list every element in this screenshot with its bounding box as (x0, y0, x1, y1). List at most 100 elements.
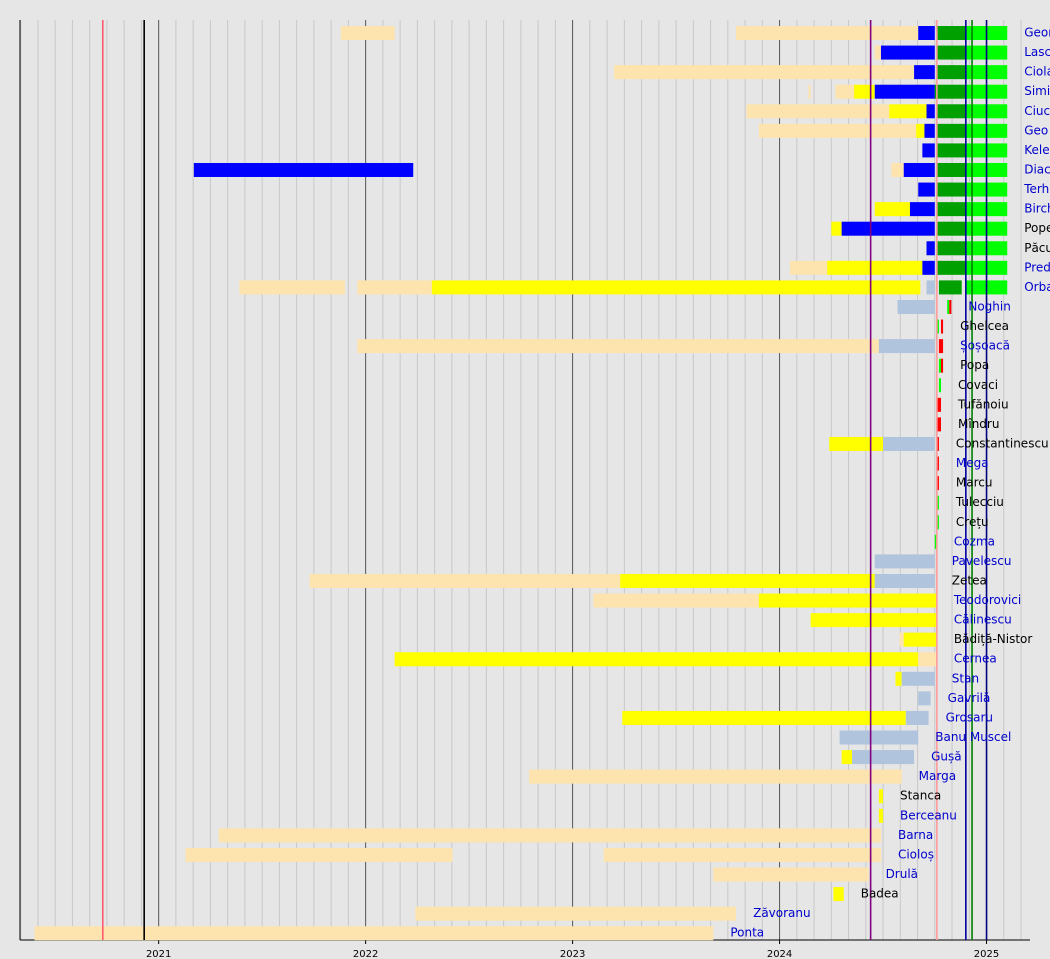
segment (916, 123, 925, 138)
candidate-name: Cozma (954, 534, 995, 548)
candidate-name: Păcu (1024, 241, 1050, 255)
segment (934, 84, 966, 99)
segment (593, 593, 759, 608)
candidate-name: Geor (1024, 26, 1050, 40)
segment (936, 65, 966, 80)
candidate-name: Crețu (956, 515, 989, 529)
candidate-name: Cioloș (898, 847, 934, 861)
segment (936, 515, 939, 530)
segment (827, 260, 923, 275)
candidate-name: Mega (956, 456, 989, 470)
segment (941, 358, 944, 373)
candidate-name: Birch (1024, 202, 1050, 216)
candidate-name: Zăvoranu (753, 906, 811, 920)
x-tick-label: 2025 (974, 949, 999, 959)
candidate-name: Gușă (931, 750, 962, 764)
candidate-name: Teodorovici (953, 593, 1021, 607)
segment (936, 319, 939, 334)
segment (854, 84, 875, 99)
segment (239, 280, 345, 295)
segment (936, 143, 966, 158)
segment (936, 241, 966, 256)
segment (936, 26, 966, 40)
segment (831, 221, 842, 236)
segment (936, 123, 966, 138)
segment (874, 202, 910, 217)
candidate-name: Zetea (952, 573, 987, 587)
segment (357, 339, 879, 354)
segment (841, 750, 853, 765)
segment (936, 182, 966, 197)
candidate-name: Berceanu (900, 808, 957, 822)
candidate-name: Cernea (954, 652, 997, 666)
segment (878, 339, 935, 354)
x-tick-label: 2022 (353, 949, 378, 959)
candidate-name: Călinescu (954, 613, 1012, 627)
segment (936, 221, 966, 236)
segment (841, 221, 935, 236)
segment (810, 613, 937, 628)
segment (829, 436, 884, 451)
segment (941, 319, 944, 334)
segment (736, 26, 919, 40)
candidate-name: Tufănoiu (957, 397, 1009, 411)
segment (833, 887, 844, 902)
segment (185, 847, 453, 862)
segment (936, 104, 966, 119)
segment (901, 671, 935, 686)
candidate-name: Noghin (968, 299, 1010, 313)
segment (878, 808, 884, 823)
segment (758, 123, 917, 138)
segment (309, 573, 621, 588)
segment (394, 652, 919, 667)
segment (918, 26, 935, 40)
candidate-name: Badea (861, 887, 899, 901)
segment (936, 495, 939, 510)
segment (899, 632, 904, 647)
segment (878, 789, 884, 804)
segment (922, 260, 935, 275)
segment (340, 26, 395, 40)
candidate-name: Kele (1024, 143, 1049, 157)
segment (897, 299, 935, 314)
segment (922, 143, 935, 158)
candidate-name: Simi (1024, 84, 1050, 98)
candidate-name: Mîndru (958, 417, 999, 431)
segment (924, 123, 935, 138)
segment (874, 45, 881, 60)
candidate-name: Stan (952, 671, 979, 685)
segment (613, 65, 915, 80)
candidate-name: Bădiță-Nistor (954, 632, 1033, 646)
candidate-name: Constantinescu (956, 436, 1049, 450)
candidate-name: Șoșoacă (960, 339, 1010, 353)
segment (852, 750, 915, 765)
segment (938, 358, 942, 373)
segment (918, 691, 931, 706)
segment (789, 260, 828, 275)
segment (936, 436, 939, 451)
segment (746, 104, 890, 119)
segment (622, 710, 906, 725)
segment (603, 847, 881, 862)
segment (835, 84, 855, 99)
candidate-name: Diac (1024, 162, 1050, 176)
segment (938, 339, 942, 354)
candidate-name: Ghelcea (960, 319, 1009, 333)
segment (941, 339, 944, 354)
segment (926, 104, 935, 119)
segment (431, 280, 921, 295)
segment (949, 299, 952, 314)
candidate-name: Barna (898, 828, 933, 842)
segment (34, 926, 714, 941)
segment (415, 906, 737, 921)
candidate-name: Terh (1023, 182, 1049, 196)
x-tick-label: 2024 (767, 949, 792, 959)
candidate-name: Drulă (886, 867, 918, 881)
segment (926, 280, 935, 295)
candidate-name: Lasc (1024, 45, 1050, 59)
candidate-name: Marcu (956, 476, 993, 490)
candidate-name: Covaci (958, 378, 998, 392)
segment (839, 730, 919, 745)
segment (529, 769, 902, 784)
